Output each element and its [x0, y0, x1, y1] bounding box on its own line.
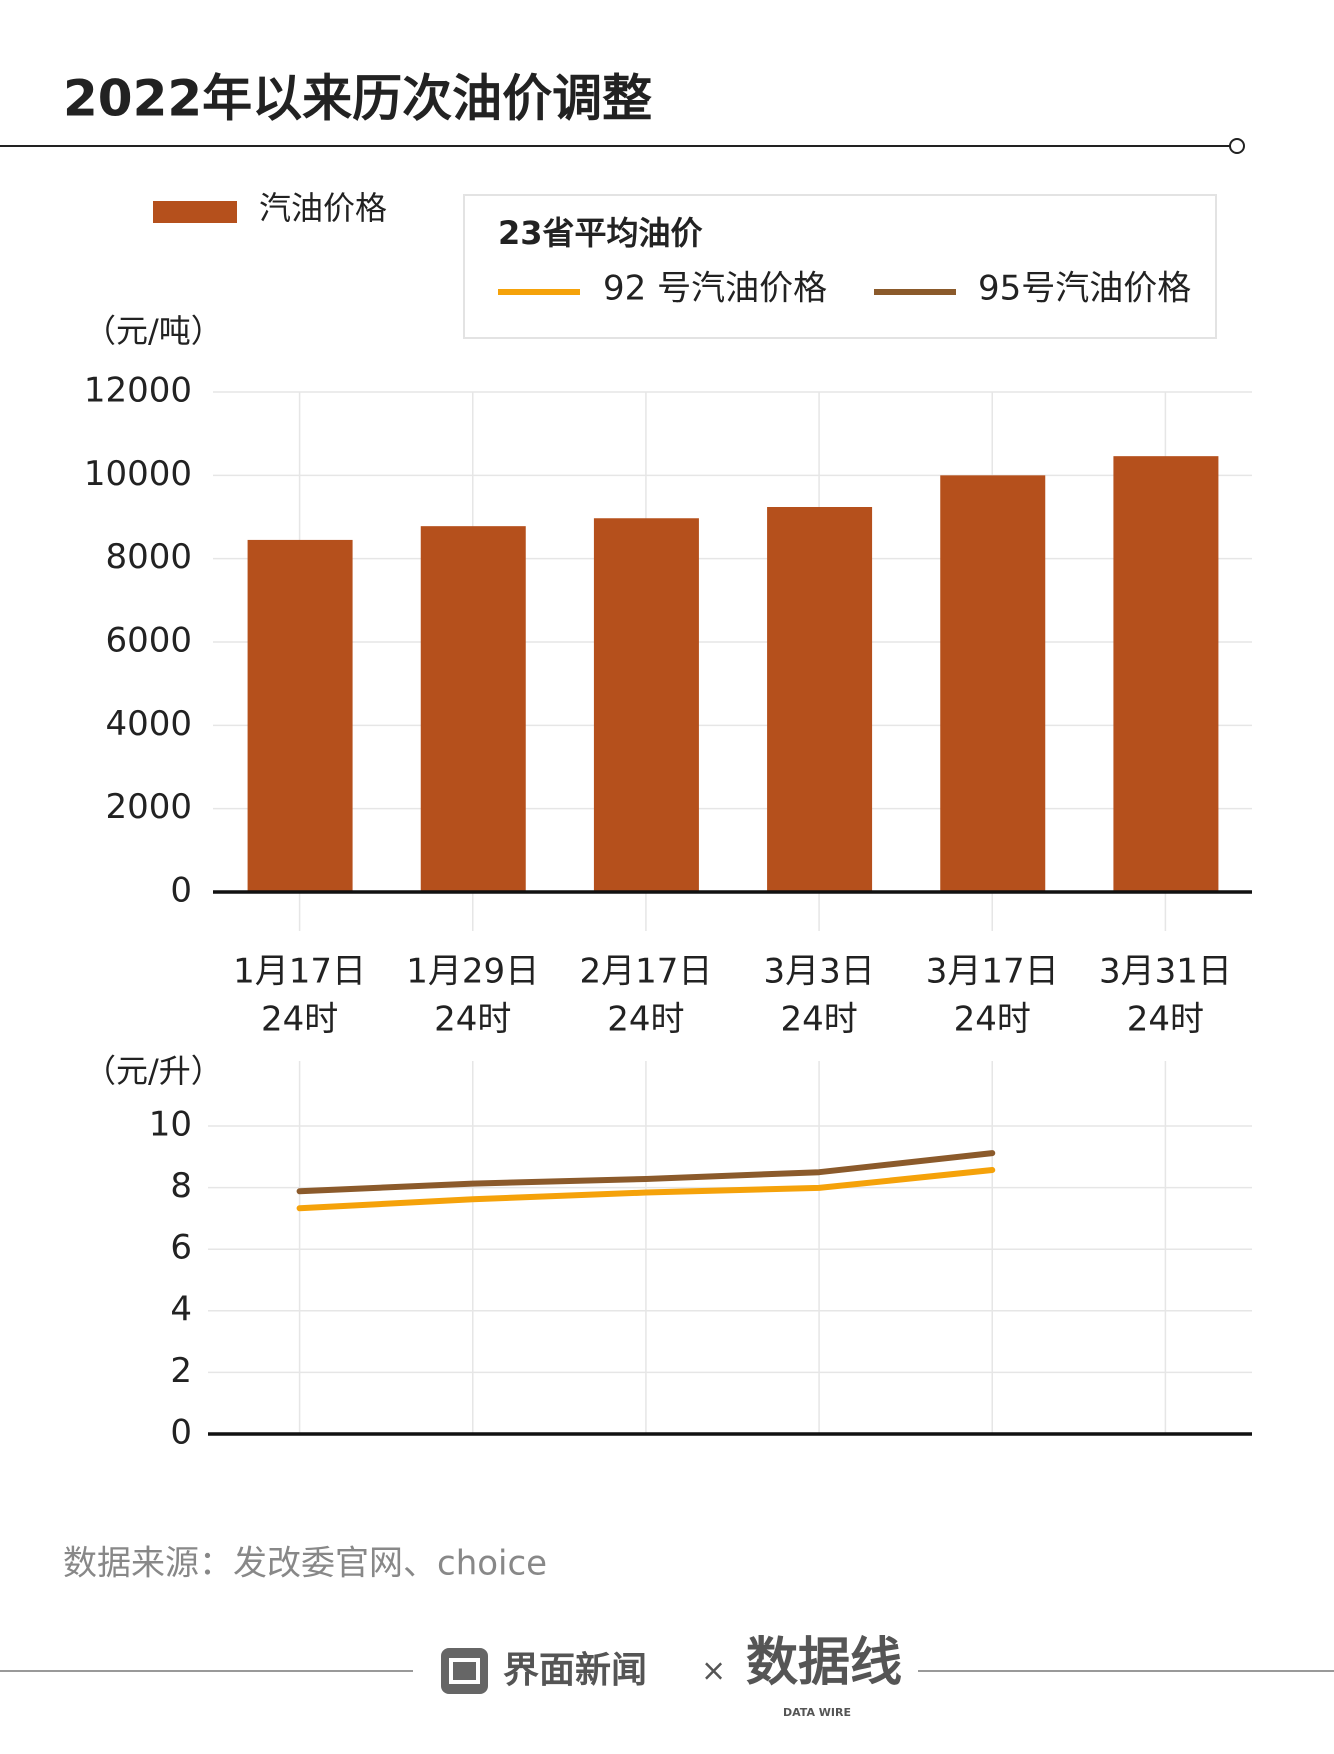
x-tick-label: 3月31日 [1099, 952, 1232, 992]
y-tick-label: 10000 [84, 454, 192, 494]
bar [420, 526, 526, 892]
legend-label: 92 号汽油价格 [603, 269, 827, 309]
line [296, 1150, 996, 1195]
y-tick-label: 6000 [105, 621, 192, 661]
line [296, 1167, 996, 1212]
y-tick-label: 8 [170, 1166, 192, 1206]
x-tick-label: 24时 [607, 1000, 684, 1040]
bar [940, 475, 1046, 892]
y-tick-label: 4000 [105, 704, 192, 744]
bar [247, 539, 353, 892]
y-tick-label: 12000 [84, 371, 192, 411]
x-tick-label: 24时 [434, 1000, 511, 1040]
brand: 界面新闻 [503, 1650, 647, 1691]
legend-label: 95号汽油价格 [978, 269, 1191, 309]
y-tick-label: 0 [170, 1413, 192, 1453]
y-tick-label: 0 [170, 871, 192, 911]
brand-icon [441, 1648, 488, 1694]
y-tick-label: 4 [170, 1289, 192, 1329]
x-tick-label: 1月17日 [233, 952, 366, 992]
x-tick-label: 2月17日 [579, 952, 712, 992]
legend-label: 汽油价格 [259, 189, 387, 227]
partner-sub: DATA WIRE [783, 1706, 851, 1719]
y-axis-label: （元/升） [84, 1052, 223, 1090]
x-tick-label: 3月3日 [763, 952, 874, 992]
y-tick-label: 6 [170, 1228, 192, 1268]
x-tick-label: 3月17日 [926, 952, 1059, 992]
legend-swatch [153, 201, 237, 223]
x-tick-label: 24时 [954, 1000, 1031, 1040]
title-rule-end [1229, 138, 1245, 154]
x-tick-label: 24时 [780, 1000, 857, 1040]
legend-box [463, 194, 1217, 339]
times: × [701, 1654, 726, 1689]
bar [767, 507, 873, 892]
bar [593, 518, 699, 892]
title: 2022年以来历次油价调整 [63, 70, 652, 128]
brand-icon-inner [449, 1658, 480, 1684]
x-tick-label: 24时 [1127, 1000, 1204, 1040]
y-tick-label: 2000 [105, 787, 192, 827]
bar [1113, 456, 1219, 892]
y-tick-label: 2 [170, 1351, 192, 1391]
x-tick-label: 24时 [261, 1000, 338, 1040]
y-tick-label: 8000 [105, 537, 192, 577]
x-tick-label: 1月29日 [406, 952, 539, 992]
y-tick-label: 10 [149, 1105, 192, 1145]
source: 数据来源：发改委官网、choice [63, 1544, 547, 1584]
y-axis-label: （元/吨） [84, 312, 223, 350]
partner: 数据线 [746, 1633, 902, 1693]
legend-title: 23省平均油价 [498, 214, 703, 252]
